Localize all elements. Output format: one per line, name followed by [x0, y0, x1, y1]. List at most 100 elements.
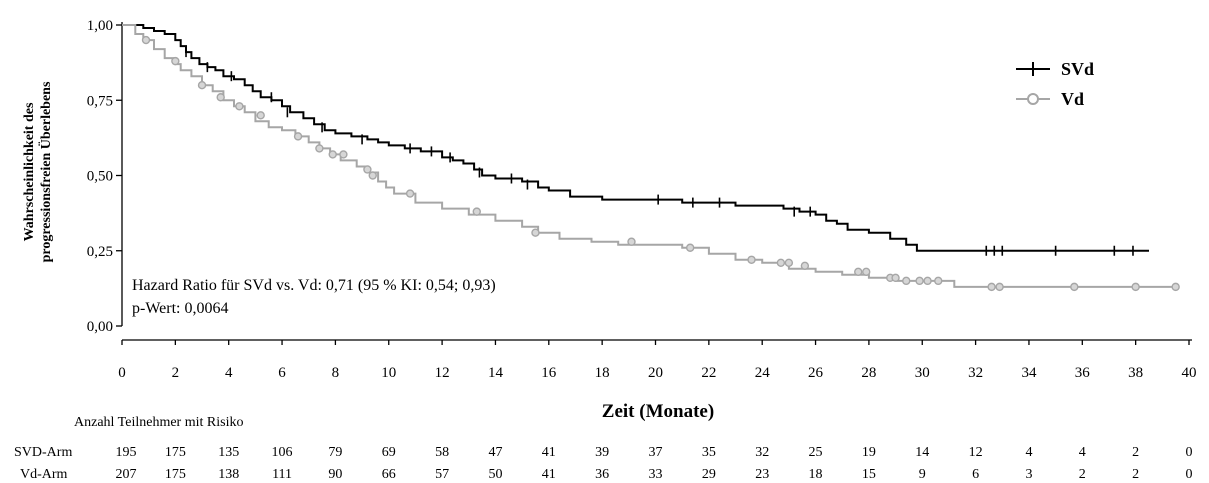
x-tick-label: 40	[1182, 365, 1197, 381]
censor-mark-vd	[934, 276, 943, 286]
censor-mark-vd	[854, 267, 863, 277]
risk-value-vd: 138	[218, 467, 239, 482]
censor-mark-vd	[776, 258, 786, 267]
risk-value-svd: 14	[915, 445, 929, 460]
risk-value-vd: 66	[382, 467, 396, 482]
x-tick-label: 28	[861, 365, 876, 381]
censor-mark-vd	[627, 237, 636, 246]
censor-mark-vd	[472, 207, 481, 216]
censor-mark-vd	[531, 228, 540, 237]
risk-value-vd: 33	[649, 467, 663, 482]
censor-mark-vd	[915, 276, 924, 286]
x-tick-label: 34	[1021, 365, 1037, 381]
censor-mark-vd	[256, 111, 265, 120]
risk-value-vd: 36	[595, 467, 609, 482]
risk-value-svd: 69	[382, 445, 396, 460]
risk-value-svd: 79	[328, 445, 342, 460]
legend-svd-label: SVd	[1061, 59, 1094, 79]
risk-value-vd: 2	[1132, 467, 1139, 482]
legend: SVd Vd	[1016, 59, 1094, 109]
series-line-svd	[122, 24, 1149, 252]
censor-mark-vd	[987, 282, 996, 292]
risk-value-svd: 4	[1079, 445, 1086, 460]
legend-vd-circle-icon	[1027, 93, 1039, 105]
legend-vd-label: Vd	[1061, 89, 1084, 109]
censor-marks	[141, 35, 1180, 292]
x-tick-label: 0	[118, 365, 126, 381]
censor-mark-vd	[891, 273, 900, 283]
risk-value-svd: 39	[595, 445, 609, 460]
x-tick-label: 2	[172, 365, 180, 381]
risk-values: 195 175 135 106 79 69 58 47 41 39 37 35 32 25 19 14 12 4 4…	[116, 445, 1193, 482]
x-tick-label: 24	[755, 365, 771, 381]
censor-mark-vd	[171, 56, 180, 66]
censor-mark-vd	[363, 165, 372, 174]
censor-mark-vd	[339, 150, 348, 159]
risk-value-vd: 6	[972, 467, 979, 482]
x-tick-label: 18	[595, 365, 610, 381]
censor-mark-vd	[995, 282, 1004, 292]
risk-value-vd: 111	[272, 467, 292, 482]
x-tick-label: 12	[435, 365, 450, 381]
risk-table-title: Anzahl Teilnehmer mit Risiko	[74, 415, 243, 430]
axes: 0,000,250,500,751,000 2 4 6 8 10 12 14 16 18 20 22 2…	[87, 18, 1197, 381]
censor-mark-vd	[1131, 282, 1140, 292]
y-tick-label: 0,75	[87, 93, 113, 109]
annotation-p-value: p-Wert: 0,0064	[132, 300, 228, 317]
censor-mark-vd	[747, 255, 756, 264]
risk-value-vd: 29	[702, 467, 716, 482]
x-tick-label: 32	[968, 365, 983, 381]
censor-mark-vd	[235, 102, 244, 111]
y-axis-title: Wahrscheinlichkeit des progressionsfreie…	[22, 81, 54, 262]
annotation-hazard-ratio: Hazard Ratio für SVd vs. Vd: 0,71 (95 % …	[132, 277, 496, 294]
censor-mark-vd	[216, 93, 225, 102]
x-tick-label: 36	[1075, 365, 1091, 381]
censor-mark-vd	[315, 144, 324, 153]
censor-mark-vd	[902, 276, 911, 286]
risk-value-svd: 41	[542, 445, 556, 460]
x-tick-label: 38	[1128, 365, 1143, 381]
risk-value-svd: 4	[1025, 445, 1032, 460]
risk-value-vd: 18	[809, 467, 823, 482]
x-tick-label: 8	[332, 365, 340, 381]
risk-value-vd: 207	[116, 467, 137, 482]
series-line-vd	[122, 24, 1176, 288]
x-tick-label: 14	[488, 365, 504, 381]
y-axis-title-line2: progressionsfreien Überlebens	[37, 81, 54, 262]
censor-mark-vd	[685, 243, 695, 252]
x-tick-label: 4	[225, 365, 233, 381]
censor-mark-vd	[1070, 282, 1079, 292]
risk-value-vd: 57	[435, 467, 449, 482]
risk-row-label-svd: SVD-Arm	[14, 445, 72, 460]
risk-value-svd: 19	[862, 445, 876, 460]
risk-value-vd: 3	[1025, 467, 1032, 482]
risk-value-svd: 106	[272, 445, 293, 460]
censor-mark-vd	[405, 189, 415, 198]
y-tick-label: 0,25	[87, 244, 113, 260]
risk-value-svd: 37	[649, 445, 663, 460]
legend-item-vd: Vd	[1016, 89, 1084, 109]
censor-mark-vd	[800, 261, 810, 270]
risk-value-vd: 41	[542, 467, 556, 482]
survival-curves	[122, 24, 1176, 288]
censor-mark-vd	[784, 258, 794, 267]
censor-mark-vd	[1171, 282, 1180, 292]
risk-row-label-vd: Vd-Arm	[20, 467, 68, 482]
risk-value-svd: 195	[116, 445, 137, 460]
censor-mark-vd	[862, 267, 871, 277]
risk-value-vd: 175	[165, 467, 186, 482]
risk-value-svd: 2	[1132, 445, 1139, 460]
y-tick-label: 0,00	[87, 319, 113, 335]
censor-mark-vd	[368, 171, 377, 180]
legend-item-svd: SVd	[1016, 59, 1094, 79]
risk-value-vd: 90	[328, 467, 342, 482]
risk-value-svd: 135	[218, 445, 239, 460]
risk-value-svd: 58	[435, 445, 449, 460]
risk-value-svd: 35	[702, 445, 716, 460]
risk-value-svd: 47	[488, 445, 502, 460]
y-axis-title-line1: Wahrscheinlichkeit des	[22, 102, 37, 241]
x-tick-label: 6	[278, 365, 286, 381]
risk-value-svd: 175	[165, 445, 186, 460]
risk-value-vd: 9	[919, 467, 926, 482]
